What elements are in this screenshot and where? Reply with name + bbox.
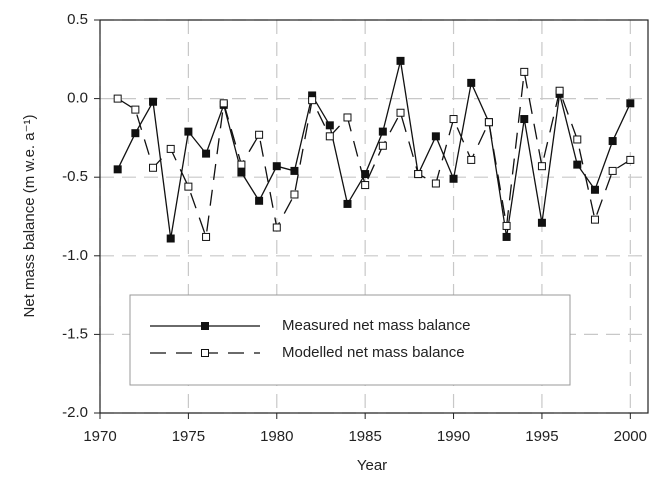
point-marker [202,149,211,158]
point-marker [237,160,246,169]
point-marker [325,121,334,130]
point-marker [219,99,228,108]
point-marker [149,97,158,106]
point-marker [414,170,423,179]
point-marker [626,155,635,164]
y-tick-label: -1.0 [62,247,88,264]
point-marker [449,115,458,124]
point-marker [237,168,246,177]
point-marker [626,99,635,108]
point-marker [361,181,370,190]
point-marker [184,127,193,136]
legend-marker [201,322,209,330]
point-marker [520,115,529,124]
series-line [117,71,631,238]
point-marker [343,113,352,122]
point-marker [467,155,476,164]
legend-label: Modelled net mass balance [282,344,465,361]
point-marker [113,165,122,174]
point-marker [131,129,140,138]
point-marker [343,199,352,208]
point-marker [290,166,299,175]
point-marker [555,86,564,95]
point-marker [166,144,175,153]
series-line [117,60,631,239]
point-marker [573,160,582,169]
plot-frame [99,19,649,414]
x-tick-label: 1980 [260,428,293,445]
y-tick-label: -2.0 [62,404,88,421]
point-marker [573,135,582,144]
x-tick-label: 1990 [437,428,470,445]
point-marker [378,141,387,150]
point-marker [449,174,458,183]
point-marker [537,162,546,171]
point-marker [502,232,511,241]
y-tick-label: -1.5 [62,325,88,342]
y-axis-label: Net mass balance (m w.e. a⁻¹) [21,115,38,318]
legend-marker [201,349,209,357]
x-tick-label: 2000 [614,428,647,445]
point-marker [484,118,493,127]
x-tick-label: 1985 [348,428,381,445]
x-axis-label: Year [357,457,387,474]
point-marker [308,96,317,105]
legend: Measured net mass balance Modelled net ma… [129,294,571,386]
point-marker [502,221,511,230]
y-tick-label: -0.5 [62,168,88,185]
point-marker [131,105,140,114]
legend-label: Measured net mass balance [282,317,470,334]
point-marker [290,190,299,199]
point-marker [608,137,617,146]
point-marker [202,232,211,241]
point-marker [149,163,158,172]
point-marker [396,108,405,117]
point-marker [608,166,617,175]
point-marker [272,162,281,171]
point-marker [467,78,476,87]
point-marker [537,218,546,227]
point-marker [255,196,264,205]
point-marker [113,94,122,103]
legend-box [129,294,571,386]
point-marker [431,179,440,188]
y-tick-label: 0.5 [67,11,88,28]
y-tick-label: 0.0 [67,90,88,107]
point-marker [255,130,264,139]
point-marker [431,132,440,141]
point-marker [590,215,599,224]
point-marker [166,234,175,243]
point-marker [590,185,599,194]
point-marker [325,132,334,141]
point-marker [184,182,193,191]
x-tick-label: 1970 [83,428,116,445]
point-marker [272,223,281,232]
point-marker [378,127,387,136]
point-marker [520,67,529,76]
x-tick-label: 1995 [525,428,558,445]
point-marker [396,56,405,65]
x-tick-label: 1975 [172,428,205,445]
